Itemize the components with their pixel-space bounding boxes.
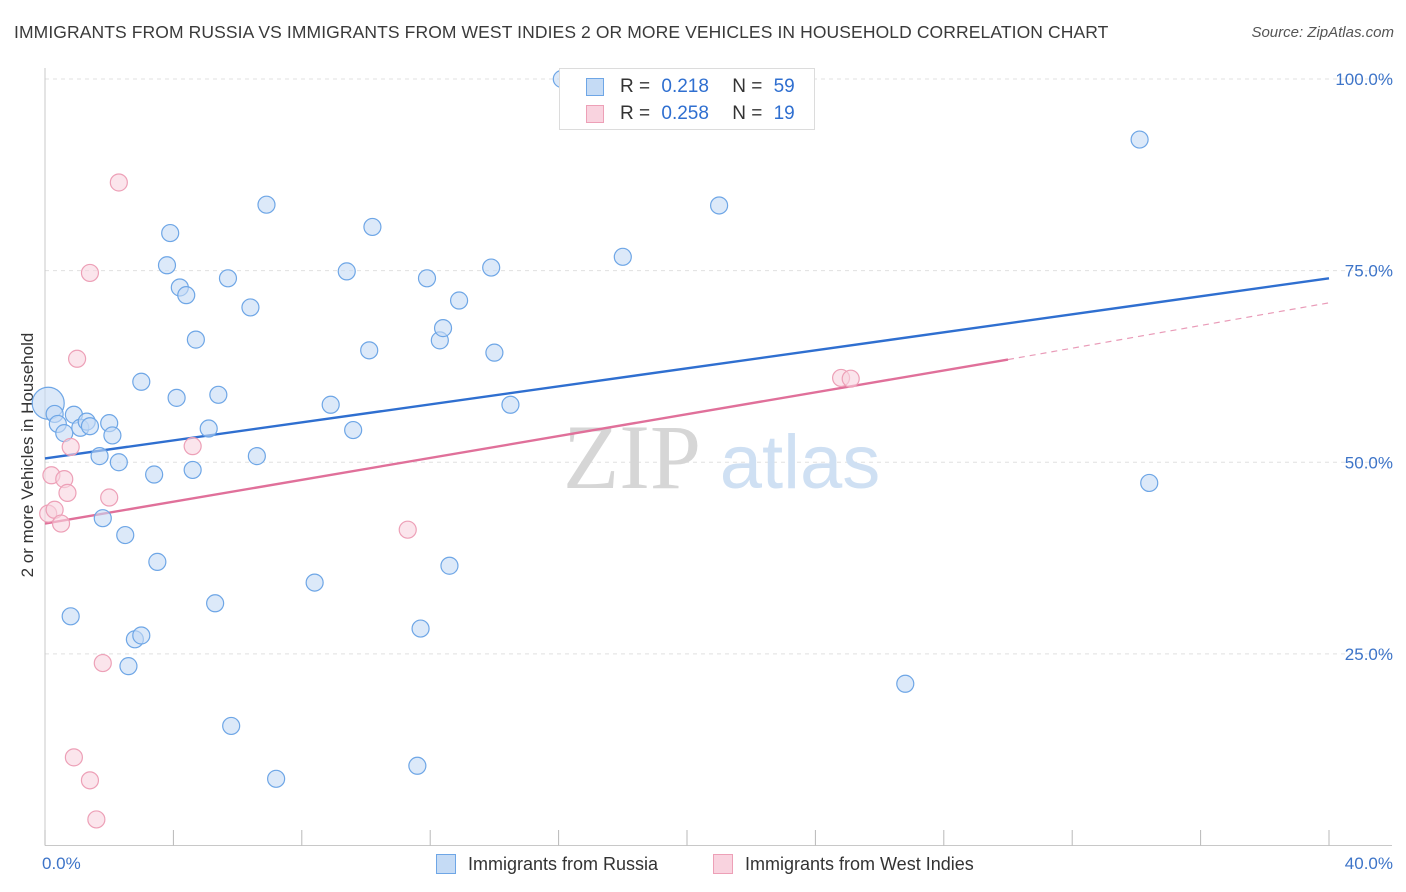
russia-point [209, 385, 228, 404]
legend-item-russia[interactable]: Immigrants from Russia [436, 852, 658, 876]
russia-point [241, 298, 260, 317]
legend-label-west-indies: Immigrants from West Indies [745, 853, 974, 874]
r-value-russia: 0.218 [661, 76, 709, 97]
russia-point [321, 395, 340, 414]
west-indies-swatch [586, 105, 604, 123]
west-indies-trend-extension [1007, 302, 1330, 361]
west-indies-point [93, 653, 112, 673]
tick-labels: 100.0% 75.0% 50.0% 25.0% 0.0% 40.0% [42, 70, 1393, 873]
y-tick-label: 100.0% [1335, 70, 1393, 89]
correlation-legend: R = 0.218 N = 59 R = 0.258 N = 19 [559, 68, 815, 130]
russia-point [206, 594, 225, 613]
russia-point [119, 657, 138, 676]
russia-point [148, 552, 167, 571]
russia-point [157, 256, 177, 275]
russia-point [145, 465, 164, 484]
russia-point [80, 417, 100, 436]
west-indies-legend-swatch [713, 854, 733, 874]
russia-point [247, 447, 266, 466]
legend-label-russia: Immigrants from Russia [468, 853, 659, 874]
watermark-zip: ZIP [563, 406, 701, 508]
russia-point [449, 291, 469, 310]
r-value-west-indies: 0.258 [661, 103, 709, 124]
russia-point [433, 319, 453, 338]
west-indies-point [58, 483, 77, 503]
n-label: N = [732, 76, 763, 97]
russia-swatch [586, 78, 604, 96]
russia-point [363, 217, 382, 237]
r-label: R = [620, 76, 651, 97]
russia-point [199, 419, 218, 438]
russia-point [132, 372, 151, 391]
n-value-russia: 59 [773, 76, 795, 97]
russia-point [344, 420, 363, 440]
russia-point [613, 247, 632, 266]
russia-point [177, 286, 196, 305]
west-indies-point [100, 488, 119, 507]
west-indies-point [87, 810, 106, 829]
data-points [31, 69, 1159, 829]
west-indies-point [51, 514, 71, 533]
west-indies-point [61, 437, 80, 457]
west-indies-point [67, 349, 87, 368]
russia-point [183, 460, 202, 480]
russia-point [709, 196, 729, 215]
x-tick-label-max: 40.0% [1345, 854, 1393, 873]
legend-item-west-indies[interactable]: Immigrants from West Indies [713, 852, 974, 876]
russia-point [501, 395, 520, 414]
n-label: N = [732, 103, 763, 124]
russia-point [116, 525, 135, 545]
russia-point [218, 269, 238, 288]
russia-point [1130, 130, 1149, 149]
west-indies-point [80, 263, 100, 283]
russia-point [267, 769, 286, 788]
russia-point [222, 716, 241, 736]
russia-point [417, 269, 437, 288]
russia-point [337, 262, 356, 281]
watermark-atlas: atlas [720, 420, 881, 505]
y-tick-label: 75.0% [1345, 262, 1393, 281]
west-indies-point [64, 748, 83, 767]
y-tick-label: 25.0% [1345, 645, 1393, 664]
west-indies-point [398, 520, 417, 539]
legend-row-west-indies: R = 0.258 N = 19 [586, 102, 795, 126]
russia-point [61, 607, 80, 626]
y-tick-label: 50.0% [1345, 453, 1393, 472]
russia-point [305, 573, 324, 592]
west-indies-point [80, 771, 100, 790]
russia-legend-swatch [436, 854, 456, 874]
russia-point [132, 626, 151, 645]
russia-point [411, 619, 430, 638]
n-value-west-indies: 19 [773, 103, 795, 124]
russia-point [440, 556, 459, 575]
legend-row-russia: R = 0.218 N = 59 [586, 75, 795, 99]
russia-point [186, 330, 205, 349]
russia-point [161, 223, 180, 243]
russia-trend-line [44, 277, 1330, 460]
russia-point [93, 509, 112, 528]
russia-point [167, 388, 186, 407]
chart-title: IMMIGRANTS FROM RUSSIA VS IMMIGRANTS FRO… [14, 22, 1109, 42]
russia-point [482, 258, 501, 277]
russia-point [103, 426, 122, 445]
source-credit: Source: ZipAtlas.com [1251, 24, 1394, 41]
west-indies-point [841, 369, 860, 388]
russia-point [360, 341, 379, 360]
gridlines [45, 78, 1392, 655]
r-label: R = [620, 103, 651, 124]
west-indies-point [109, 173, 128, 192]
russia-point [408, 756, 427, 775]
russia-point [896, 674, 915, 693]
axes [44, 68, 1392, 846]
russia-point [485, 343, 504, 362]
west-indies-point [183, 437, 202, 456]
russia-point [90, 447, 109, 466]
x-tick-label-min: 0.0% [42, 854, 81, 873]
russia-point [109, 453, 128, 472]
russia-point [1140, 473, 1159, 493]
russia-point [257, 195, 276, 214]
